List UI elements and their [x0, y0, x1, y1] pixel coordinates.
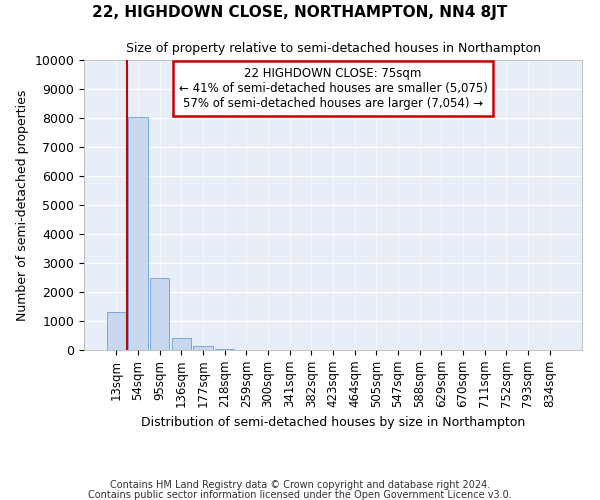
- Text: Contains public sector information licensed under the Open Government Licence v3: Contains public sector information licen…: [88, 490, 512, 500]
- Text: Contains HM Land Registry data © Crown copyright and database right 2024.: Contains HM Land Registry data © Crown c…: [110, 480, 490, 490]
- Bar: [107, 312, 126, 350]
- Bar: [128, 116, 148, 350]
- Y-axis label: Number of semi-detached properties: Number of semi-detached properties: [16, 90, 29, 320]
- Bar: [193, 346, 213, 350]
- Bar: [172, 338, 191, 350]
- X-axis label: Distribution of semi-detached houses by size in Northampton: Distribution of semi-detached houses by …: [141, 416, 525, 428]
- Bar: [150, 278, 169, 350]
- Text: 22 HIGHDOWN CLOSE: 75sqm
← 41% of semi-detached houses are smaller (5,075)
57% o: 22 HIGHDOWN CLOSE: 75sqm ← 41% of semi-d…: [179, 67, 487, 110]
- Bar: [215, 349, 235, 350]
- Title: Size of property relative to semi-detached houses in Northampton: Size of property relative to semi-detach…: [125, 42, 541, 54]
- Text: 22, HIGHDOWN CLOSE, NORTHAMPTON, NN4 8JT: 22, HIGHDOWN CLOSE, NORTHAMPTON, NN4 8JT: [92, 5, 508, 20]
